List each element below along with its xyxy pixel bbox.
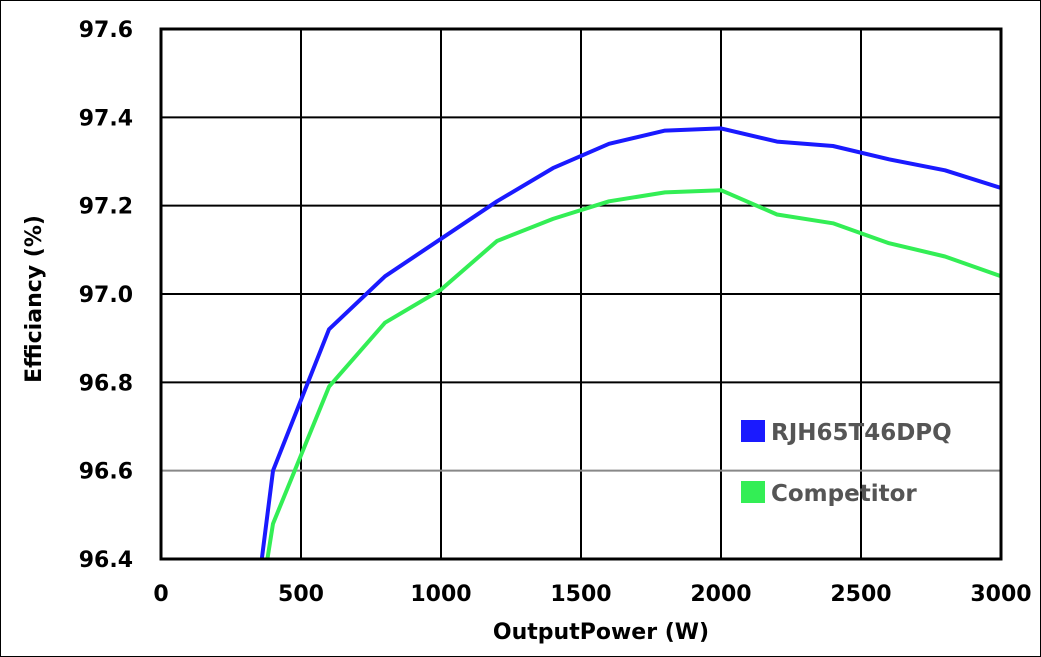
legend-label-competitor: Competitor — [771, 481, 917, 507]
legend-swatch-rjh65t46dpq — [741, 420, 765, 442]
x-tick-label: 1500 — [550, 582, 611, 607]
y-tick-label: 96.6 — [79, 460, 133, 485]
x-tick-label: 2500 — [830, 582, 891, 607]
legend: RJH65T46DPQ Competitor — [741, 420, 952, 507]
y-tick-label: 96.8 — [79, 371, 133, 396]
x-tick-label: 500 — [278, 582, 324, 607]
series-line-rjh65t46dpq — [259, 126, 1001, 559]
series-line-competitor — [265, 188, 1001, 559]
x-axis-label: OutputPower (W) — [493, 620, 709, 645]
y-tick-label: 97.6 — [79, 18, 133, 43]
y-tick-label: 97.4 — [79, 106, 133, 131]
legend-swatch-competitor — [741, 481, 765, 503]
x-tick-label: 2000 — [690, 582, 751, 607]
x-tick-label: 3000 — [970, 582, 1031, 607]
y-tick-label: 97.2 — [79, 195, 133, 220]
plot-border — [159, 27, 1003, 561]
y-axis-ticks: 96.4 96.6 96.8 97.0 97.2 97.4 97.6 — [79, 18, 133, 573]
grid — [160, 28, 1002, 560]
y-tick-label: 96.4 — [79, 548, 133, 573]
y-axis-label: Efficiancy (%) — [22, 215, 47, 383]
series-layer — [259, 126, 1001, 559]
legend-label-rjh65t46dpq: RJH65T46DPQ — [771, 420, 952, 446]
y-tick-label: 97.0 — [79, 283, 133, 308]
x-axis-ticks: 0 500 1000 1500 2000 2500 3000 — [153, 582, 1031, 607]
x-tick-label: 0 — [153, 582, 168, 607]
x-tick-label: 1000 — [410, 582, 471, 607]
